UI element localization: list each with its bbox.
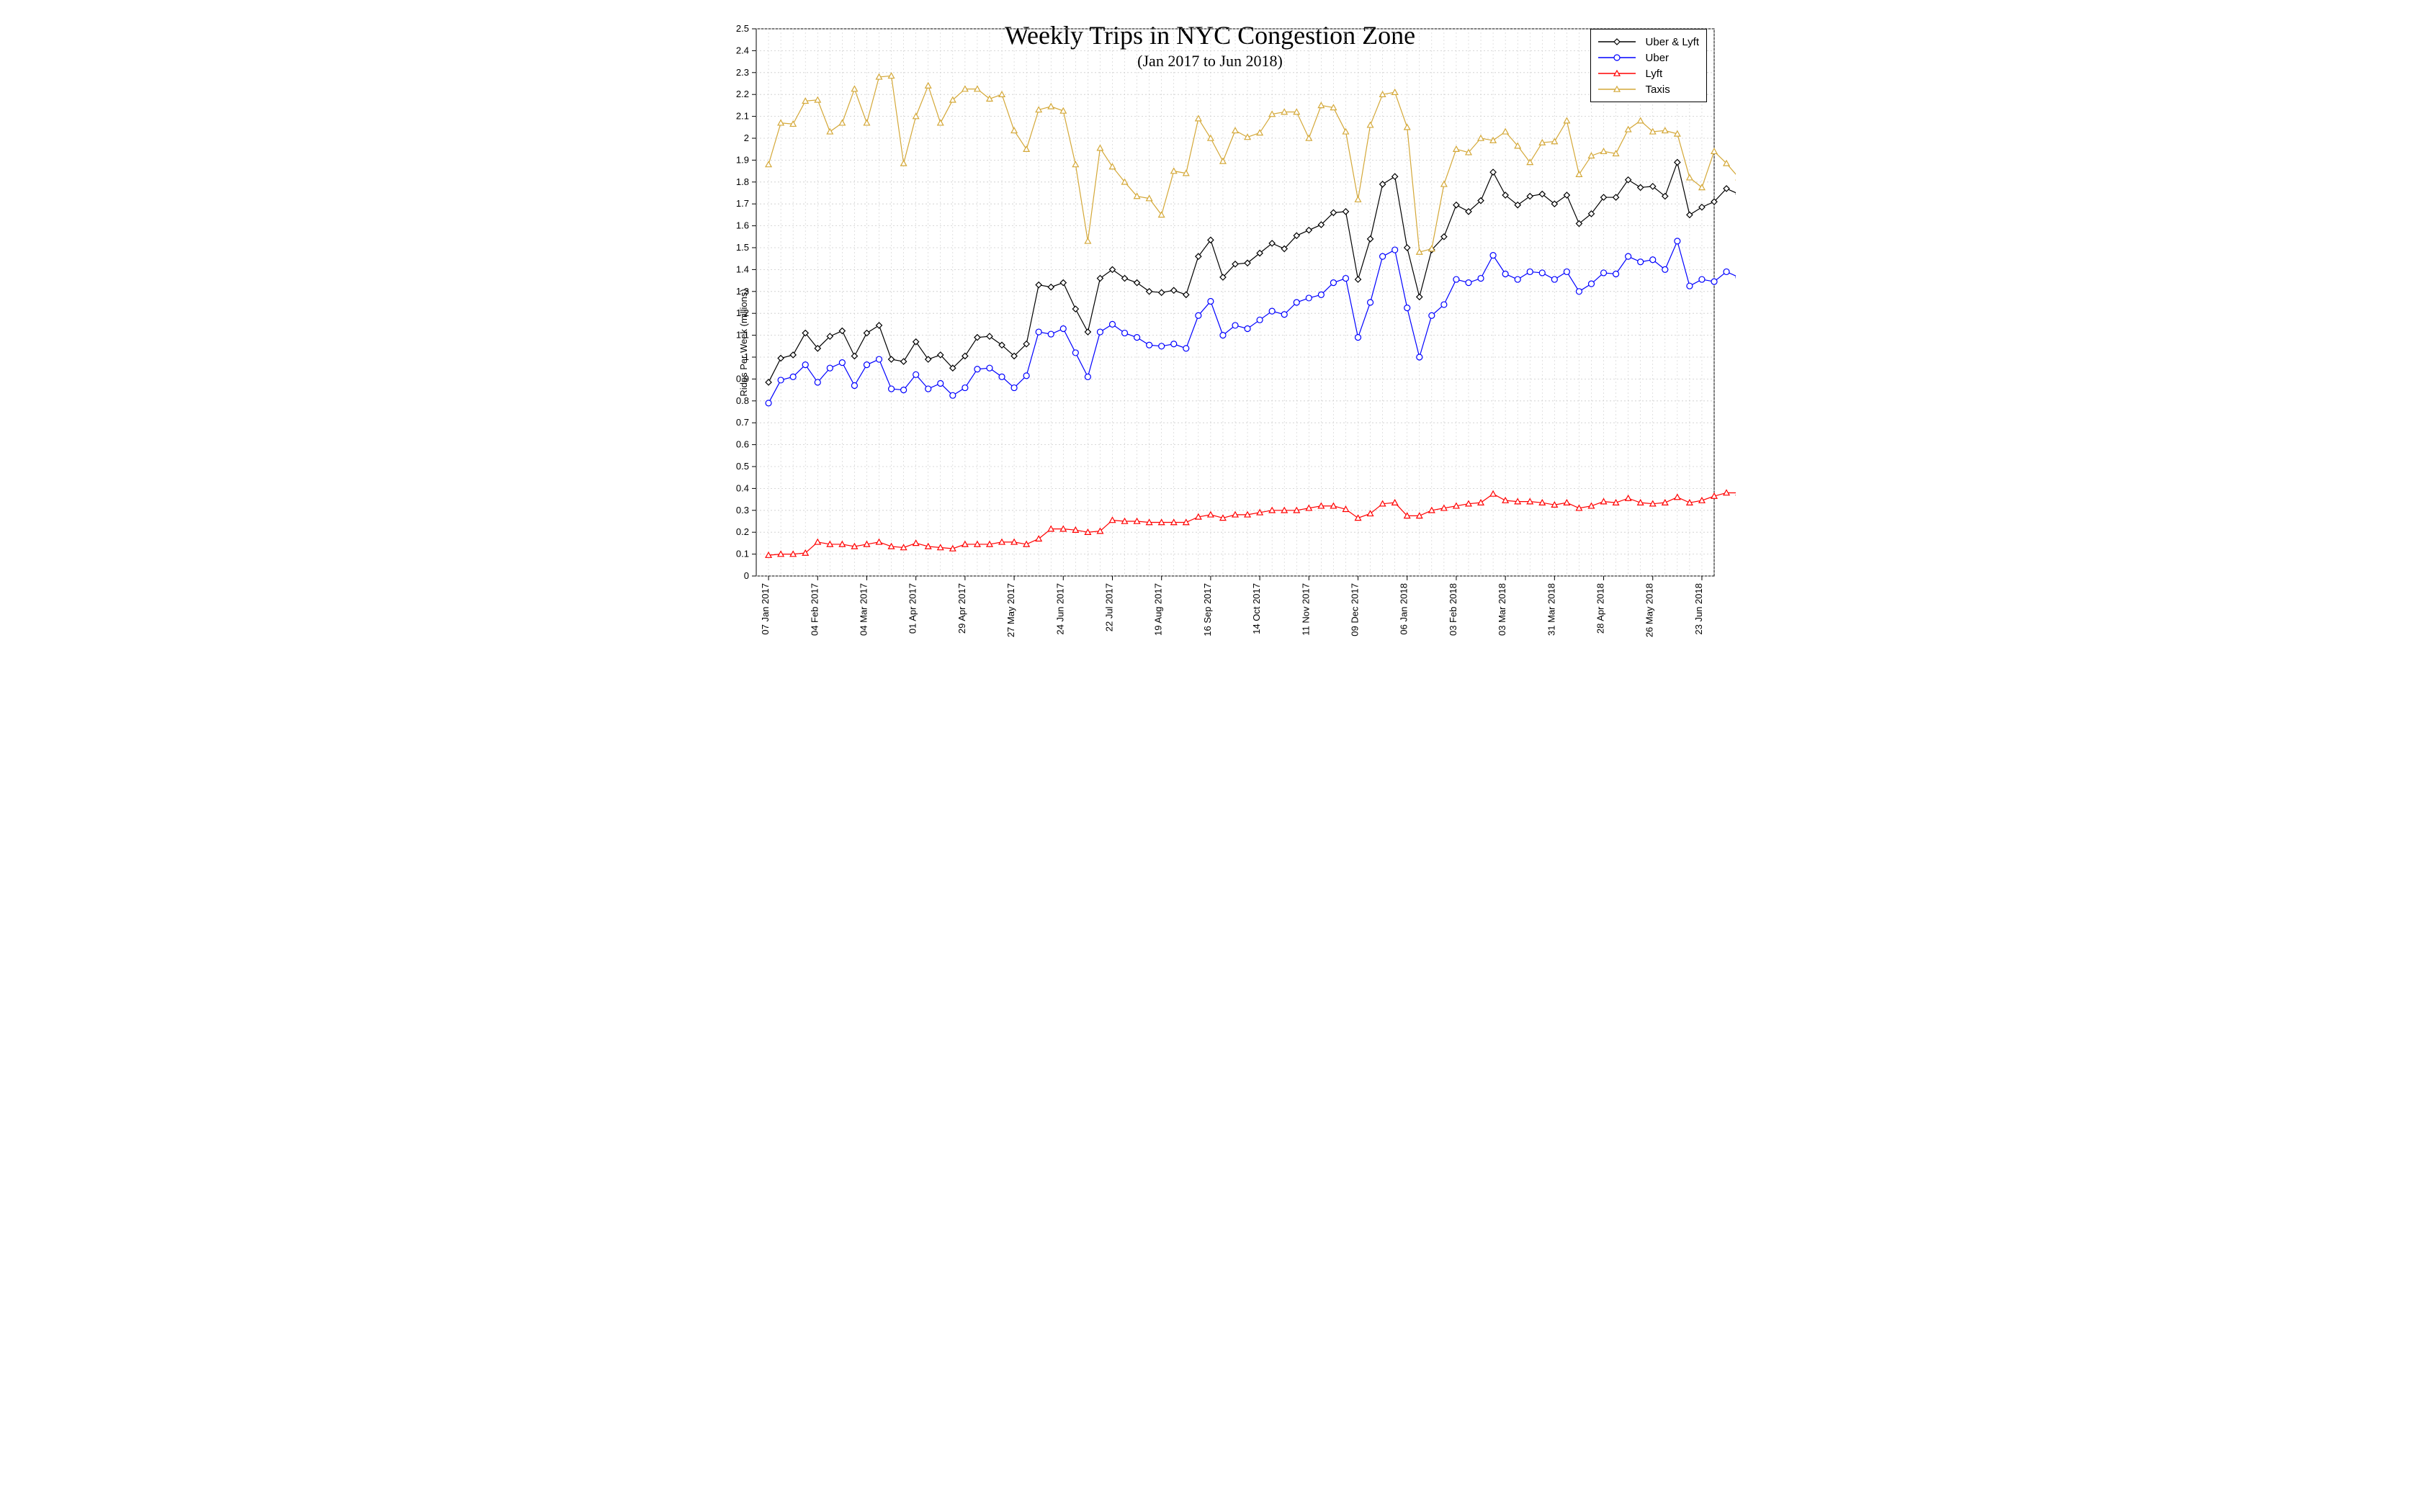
svg-text:04 Feb 2017: 04 Feb 2017 xyxy=(809,583,820,636)
svg-text:1.1: 1.1 xyxy=(736,330,749,341)
svg-text:03 Feb 2018: 03 Feb 2018 xyxy=(1448,583,1458,636)
svg-text:27 May 2017: 27 May 2017 xyxy=(1005,583,1016,637)
svg-text:23 Jun 2018: 23 Jun 2018 xyxy=(1693,583,1704,635)
chart-plot-area: 0 0.1 0.2 0.3 0.4 0.5 0.6 0.7 0.8 0.9 1 1.1 1.2 1.3 1.… xyxy=(684,14,1736,671)
svg-text:03 Mar 2018: 03 Mar 2018 xyxy=(1497,583,1507,636)
svg-text:0.8: 0.8 xyxy=(736,395,749,406)
svg-text:0.1: 0.1 xyxy=(736,549,749,559)
legend-item-lyft: Lyft xyxy=(1598,66,1699,81)
series-uber xyxy=(766,238,1736,406)
svg-text:1.5: 1.5 xyxy=(736,242,749,253)
svg-text:2.5: 2.5 xyxy=(736,23,749,34)
svg-text:26 May 2018: 26 May 2018 xyxy=(1644,583,1655,637)
legend-label: Uber xyxy=(1646,52,1670,64)
svg-text:1.6: 1.6 xyxy=(736,220,749,231)
svg-text:0.4: 0.4 xyxy=(736,482,749,493)
svg-text:16 Sep 2017: 16 Sep 2017 xyxy=(1202,583,1213,636)
svg-text:24 Jun 2017: 24 Jun 2017 xyxy=(1054,583,1065,635)
legend-label: Uber & Lyft xyxy=(1646,36,1699,48)
svg-text:09 Dec 2017: 09 Dec 2017 xyxy=(1350,583,1361,636)
legend-label: Lyft xyxy=(1646,68,1663,80)
svg-text:0.3: 0.3 xyxy=(736,505,749,516)
svg-text:1.9: 1.9 xyxy=(736,154,749,165)
svg-text:28 Apr 2018: 28 Apr 2018 xyxy=(1595,583,1606,634)
svg-text:0.9: 0.9 xyxy=(736,373,749,384)
svg-text:1.3: 1.3 xyxy=(736,286,749,297)
svg-text:22 Jul 2017: 22 Jul 2017 xyxy=(1103,583,1114,631)
svg-text:1.7: 1.7 xyxy=(736,198,749,209)
svg-text:0: 0 xyxy=(744,570,749,581)
svg-text:06 Jan 2018: 06 Jan 2018 xyxy=(1399,583,1410,635)
svg-text:1: 1 xyxy=(744,351,749,362)
svg-text:0.6: 0.6 xyxy=(736,439,749,450)
svg-text:29 Apr 2017: 29 Apr 2017 xyxy=(956,583,967,634)
svg-text:2.4: 2.4 xyxy=(736,45,749,55)
series-uber-lyft xyxy=(766,159,1736,385)
svg-text:0.5: 0.5 xyxy=(736,461,749,472)
svg-text:2: 2 xyxy=(744,132,749,143)
svg-text:2.2: 2.2 xyxy=(736,89,749,99)
svg-text:11 Nov 2017: 11 Nov 2017 xyxy=(1300,583,1311,636)
svg-text:0.2: 0.2 xyxy=(736,526,749,537)
svg-text:19 Aug 2017: 19 Aug 2017 xyxy=(1153,583,1164,636)
chart-legend: Uber & Lyft Uber Lyft Taxis xyxy=(1590,29,1707,102)
svg-text:1.4: 1.4 xyxy=(736,264,749,274)
svg-text:01 Apr 2017: 01 Apr 2017 xyxy=(908,583,918,634)
svg-text:1.8: 1.8 xyxy=(736,176,749,187)
svg-text:1.2: 1.2 xyxy=(736,307,749,318)
svg-text:04 Mar 2017: 04 Mar 2017 xyxy=(858,583,869,636)
legend-item-taxis: Taxis xyxy=(1598,81,1699,97)
svg-text:31 Mar 2018: 31 Mar 2018 xyxy=(1546,583,1556,636)
chart-container: Weekly Trips in NYC Congestion Zone (Jan… xyxy=(684,14,1736,671)
legend-label: Taxis xyxy=(1646,84,1670,96)
series-lyft xyxy=(766,490,1736,557)
svg-text:2.3: 2.3 xyxy=(736,67,749,78)
legend-item-uber: Uber xyxy=(1598,50,1699,66)
svg-text:0.7: 0.7 xyxy=(736,417,749,428)
legend-item-uber-lyft: Uber & Lyft xyxy=(1598,34,1699,50)
svg-text:14 Oct 2017: 14 Oct 2017 xyxy=(1251,583,1262,634)
svg-text:2.1: 2.1 xyxy=(736,111,749,122)
svg-text:07 Jan 2017: 07 Jan 2017 xyxy=(760,583,771,635)
